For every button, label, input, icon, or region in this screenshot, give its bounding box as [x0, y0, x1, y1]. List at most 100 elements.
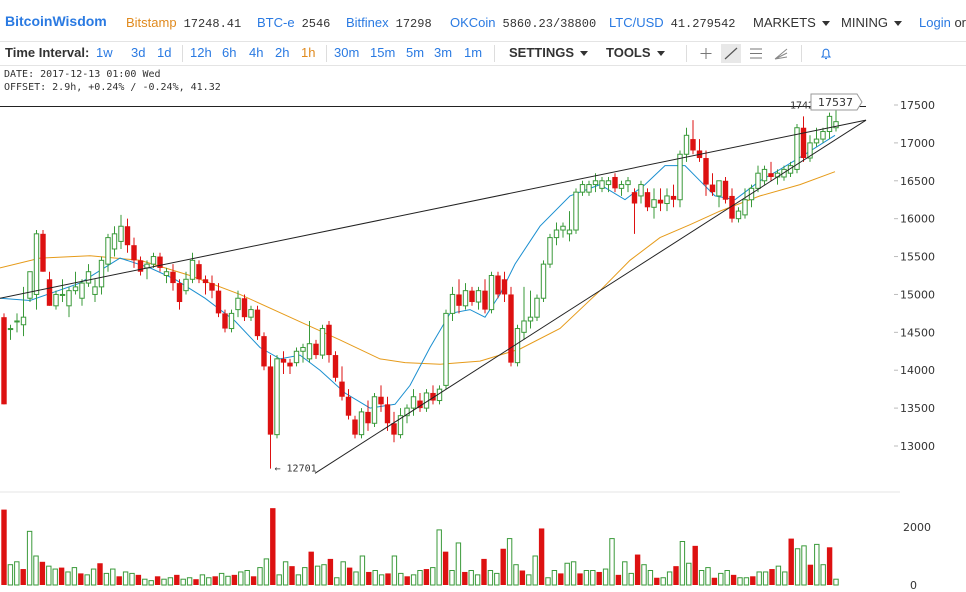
volume-bar	[820, 564, 826, 586]
volume-bar	[212, 576, 218, 585]
market-price: 17298	[395, 17, 432, 31]
interval-12h[interactable]: 12h	[190, 45, 212, 60]
markets-menu[interactable]: MARKETS	[753, 15, 830, 30]
candle-body	[794, 127, 800, 170]
candle-body	[365, 411, 371, 424]
market-exchange-name[interactable]: BTC-e	[257, 15, 295, 30]
volume-bar	[807, 564, 814, 585]
market-exchange-name[interactable]: LTC/USD	[609, 15, 664, 30]
volume-bar	[46, 565, 52, 586]
date-readout: DATE: 2017-12-13 01:00 Wed	[4, 69, 161, 80]
divider	[801, 45, 802, 62]
price-chart[interactable]: 13000 13500 14000 14500 15000 15500 16000 16500…	[0, 66, 966, 592]
candle-body	[605, 180, 612, 186]
interval-6h[interactable]: 6h	[222, 45, 237, 60]
crosshair-icon[interactable]	[696, 44, 716, 63]
trend-line[interactable]	[314, 119, 867, 474]
candle-body	[449, 293, 456, 314]
candle-body	[228, 312, 235, 330]
y-tick-label: 17500	[900, 99, 935, 112]
login-link[interactable]: Login	[919, 15, 951, 30]
volume-bar	[558, 573, 564, 585]
candle-body	[488, 275, 495, 311]
volume-bar	[545, 577, 551, 586]
market-exchange-name[interactable]: Bitstamp	[126, 15, 177, 30]
divider	[326, 45, 327, 62]
interval-5m[interactable]: 5m	[406, 45, 425, 60]
candle-body	[261, 336, 267, 367]
candle-body	[703, 158, 709, 185]
volume-bar	[295, 574, 302, 586]
candle-body	[209, 283, 215, 291]
candle-body	[202, 279, 209, 284]
volume-bar	[26, 530, 33, 586]
market-bitstamp[interactable]: Bitstamp 17248.41	[126, 15, 241, 31]
volume-bar	[218, 572, 225, 586]
volume-bar	[590, 570, 596, 586]
volume-bar	[679, 541, 686, 586]
brand-logo[interactable]: BitcoinWisdom	[5, 13, 107, 29]
candle-body	[241, 298, 248, 318]
candle-body	[300, 346, 306, 352]
candle-body	[313, 343, 319, 356]
settings-menu[interactable]: SETTINGS	[509, 45, 589, 60]
candle-body	[716, 180, 722, 197]
market-price: 5860.23/38800	[502, 17, 597, 31]
interval-15m[interactable]: 15m	[370, 45, 396, 60]
candle-body	[384, 404, 391, 424]
volume-bar	[404, 576, 410, 585]
market-exchange-name[interactable]: Bitfinex	[346, 15, 389, 30]
volume-bar	[225, 575, 231, 586]
volume-bar	[193, 579, 199, 585]
market-price: 41.279542	[670, 17, 736, 31]
interval-1h[interactable]: 1h	[301, 45, 316, 60]
tools-menu[interactable]: TOOLS	[606, 45, 665, 60]
market-btce[interactable]: BTC-e 2546	[257, 15, 330, 31]
y-tick-label: 14000	[900, 364, 935, 377]
fib-fan-icon[interactable]	[771, 44, 791, 63]
volume-bar	[372, 570, 378, 586]
interval-1d[interactable]: 1d	[157, 45, 172, 60]
chevron-down-icon	[580, 51, 589, 57]
ema-slow-line	[0, 171, 836, 365]
current-price-label: 17537	[818, 96, 853, 109]
candle-body	[170, 271, 176, 284]
candle-body	[735, 210, 742, 220]
volume-bar	[302, 567, 308, 586]
volume-bar	[654, 577, 660, 585]
interval-1w[interactable]: 1w	[96, 45, 113, 60]
volume-bar	[110, 568, 116, 586]
volume-bar	[359, 555, 366, 586]
volume-bar	[718, 572, 724, 586]
volume-bar	[199, 574, 206, 586]
market-ltcusd[interactable]: LTC/USD 41.279542	[609, 15, 735, 31]
candle-body	[33, 233, 40, 295]
interval-4h[interactable]: 4h	[249, 45, 264, 60]
volume-bar	[122, 571, 129, 586]
market-bitfinex[interactable]: Bitfinex 17298	[346, 15, 432, 31]
market-exchange-name[interactable]: OKCoin	[450, 15, 496, 30]
volume-bar	[737, 577, 743, 586]
interval-2h[interactable]: 2h	[275, 45, 290, 60]
candle-body	[482, 290, 488, 310]
volume-bar	[135, 574, 142, 585]
trend-line[interactable]	[0, 119, 867, 299]
horizontal-lines-icon[interactable]	[746, 44, 766, 63]
interval-3d[interactable]: 3d	[131, 45, 146, 60]
mining-menu-label: MINING	[841, 15, 888, 30]
volume-bar	[20, 569, 26, 585]
market-okcoin[interactable]: OKCoin 5860.23/38800	[450, 15, 596, 31]
volume-bar	[487, 570, 494, 586]
candle-body	[72, 286, 79, 292]
interval-1m[interactable]: 1m	[464, 45, 483, 60]
candle-body	[651, 199, 657, 208]
candle-body	[508, 294, 514, 363]
volume-bar	[494, 572, 500, 586]
bell-icon[interactable]	[816, 44, 836, 63]
interval-3m[interactable]: 3m	[434, 45, 453, 60]
volume-bar	[551, 570, 558, 586]
mining-menu[interactable]: MINING	[841, 15, 902, 30]
line-draw-icon[interactable]	[721, 44, 741, 63]
volume-bar	[609, 538, 615, 586]
interval-30m[interactable]: 30m	[334, 45, 360, 60]
